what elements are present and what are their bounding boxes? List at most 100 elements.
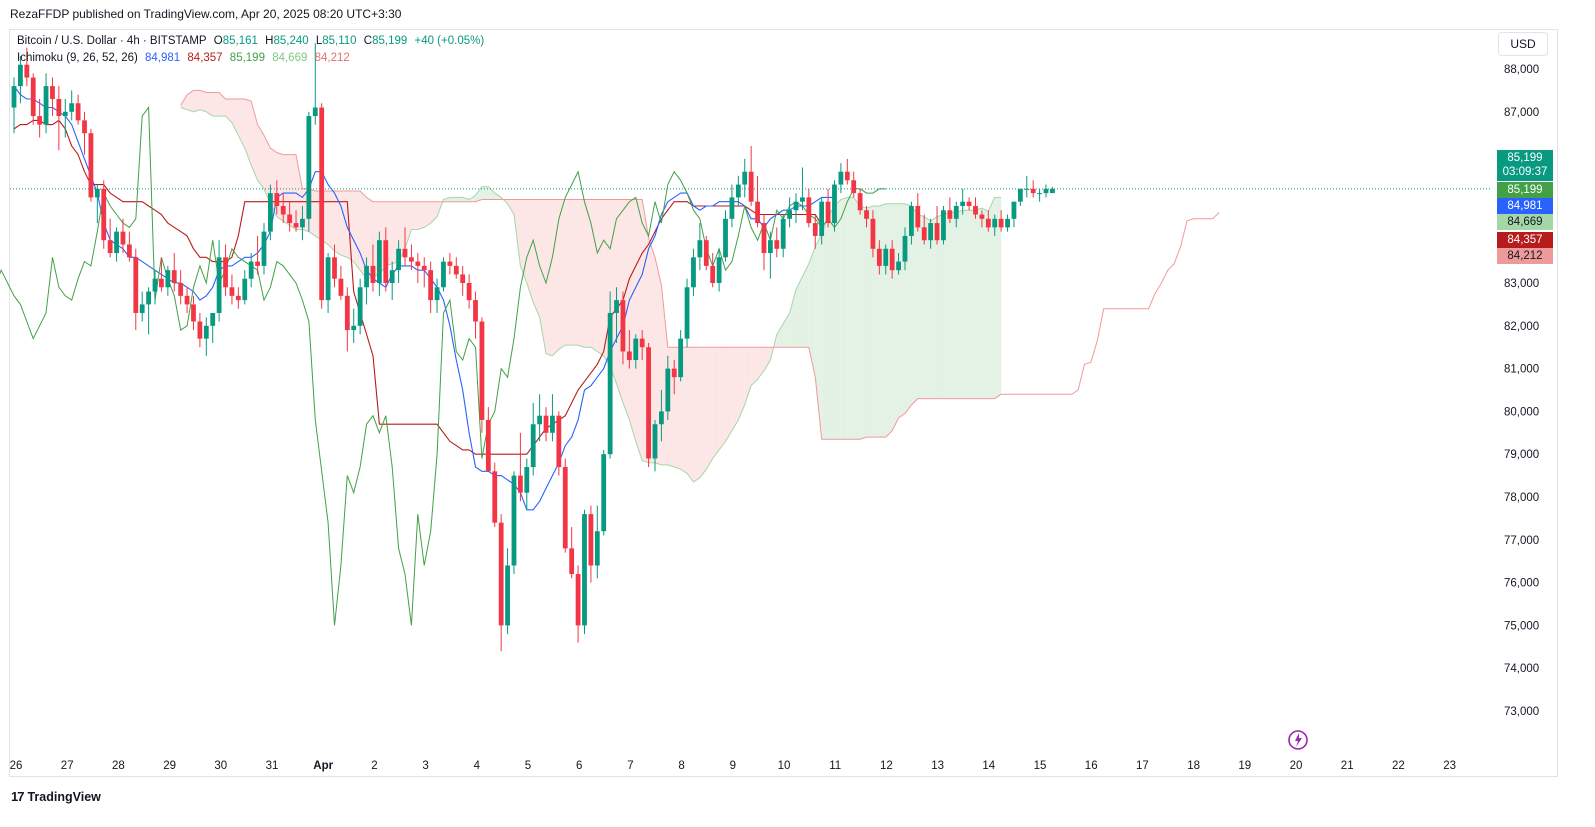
candle-body <box>896 261 901 271</box>
cloud-segment <box>821 216 829 440</box>
chart-frame[interactable] <box>9 29 1558 777</box>
candle <box>56 86 62 151</box>
candle-body <box>646 347 651 459</box>
candle-body <box>947 210 953 219</box>
cloud-segment <box>180 94 188 110</box>
candle <box>812 214 818 249</box>
candle-body <box>941 210 946 241</box>
candle <box>652 419 658 472</box>
cloud-segment <box>328 190 335 251</box>
cloud-segment <box>988 197 995 399</box>
candle <box>710 253 716 288</box>
high-key: H <box>265 35 274 47</box>
candle <box>184 287 190 313</box>
candle-body <box>139 304 145 313</box>
candle <box>902 227 908 271</box>
candle <box>312 43 318 125</box>
candle-body <box>197 321 203 339</box>
candle-body <box>146 291 152 305</box>
cloud-segment <box>340 190 348 258</box>
candle <box>703 235 709 271</box>
candle-body <box>748 171 754 202</box>
candle <box>748 146 754 206</box>
price-tick-label: 88,000 <box>1504 64 1539 76</box>
candle <box>37 98 43 138</box>
cloud-segment <box>206 92 213 117</box>
cloud-segment <box>789 289 797 348</box>
candle <box>633 334 639 369</box>
candle <box>537 394 543 442</box>
cloud-segment <box>751 347 758 386</box>
indicator-name[interactable]: Ichimoku (9, 26, 52, 26) <box>17 52 138 64</box>
open-value: 85,161 <box>222 35 258 47</box>
cloud-segment <box>289 154 297 230</box>
currency-button[interactable]: USD <box>1498 32 1548 56</box>
candle <box>985 210 991 232</box>
candle-body <box>966 201 972 206</box>
candle-countdown: 03:09:37 <box>1502 166 1548 178</box>
time-tick-label: 22 <box>1392 760 1405 772</box>
cloud-segment <box>251 101 258 181</box>
candle <box>255 235 260 275</box>
senkou-span-a-line <box>180 107 1002 483</box>
candle-body <box>325 257 331 301</box>
spark-icon[interactable] <box>1287 729 1309 751</box>
candle <box>716 248 722 292</box>
candle <box>1030 180 1036 198</box>
price-tick-label: 78,000 <box>1504 492 1539 504</box>
candle-body <box>639 338 645 348</box>
cloud-segment <box>975 208 982 399</box>
candle-body <box>447 261 453 266</box>
cloud-segment <box>680 347 688 474</box>
candle <box>825 188 831 228</box>
candle-body <box>287 214 293 224</box>
cloud-segment <box>866 205 873 438</box>
time-tick-label: 28 <box>112 760 125 772</box>
candle-body <box>479 321 485 420</box>
time-tick-label: 13 <box>931 760 944 772</box>
cloud-segment <box>924 216 931 399</box>
cloud-segment <box>456 197 463 202</box>
price-tick-label: 73,000 <box>1504 706 1539 718</box>
candle <box>582 509 587 634</box>
candle <box>979 210 985 228</box>
cloud-segment <box>244 98 252 166</box>
span-b-badge: 84,669 <box>1497 214 1553 230</box>
ichimoku-lines <box>0 85 1490 626</box>
candle-body <box>82 120 87 134</box>
candle <box>697 223 703 271</box>
candle <box>601 449 607 536</box>
candle <box>171 253 177 292</box>
candle <box>479 317 485 433</box>
cloud-segment <box>706 347 713 470</box>
candle <box>11 77 17 134</box>
candle <box>864 205 869 228</box>
cloud-segment <box>590 199 598 352</box>
candle-body <box>43 86 49 125</box>
candle <box>594 505 600 579</box>
candle-body <box>229 287 235 296</box>
cloud-segment <box>584 199 591 348</box>
candle-body <box>165 270 171 288</box>
candle <box>1050 187 1055 194</box>
time-tick-label: Apr <box>313 760 333 772</box>
candle <box>838 163 844 194</box>
time-tick-label: 31 <box>266 760 279 772</box>
chikou-value: 84,212 <box>314 52 350 64</box>
candle-body <box>537 415 543 425</box>
cloud-segment <box>719 347 726 450</box>
candle-body <box>11 86 17 108</box>
span-b-value: 84,669 <box>272 52 308 64</box>
candle-body <box>261 231 267 266</box>
candles <box>11 43 1055 652</box>
cloud-segment <box>417 201 425 230</box>
candle-body <box>601 454 607 532</box>
tradingview-logo[interactable]: 17 TradingView <box>11 789 101 804</box>
candle <box>550 394 555 442</box>
symbol-name[interactable]: Bitcoin / U.S. Dollar · 4h · BITSTAMP <box>17 35 207 47</box>
cloud-segment <box>763 347 771 371</box>
cloud-segment <box>699 347 707 478</box>
candle-body <box>24 64 30 78</box>
cloud-segment <box>969 210 976 399</box>
